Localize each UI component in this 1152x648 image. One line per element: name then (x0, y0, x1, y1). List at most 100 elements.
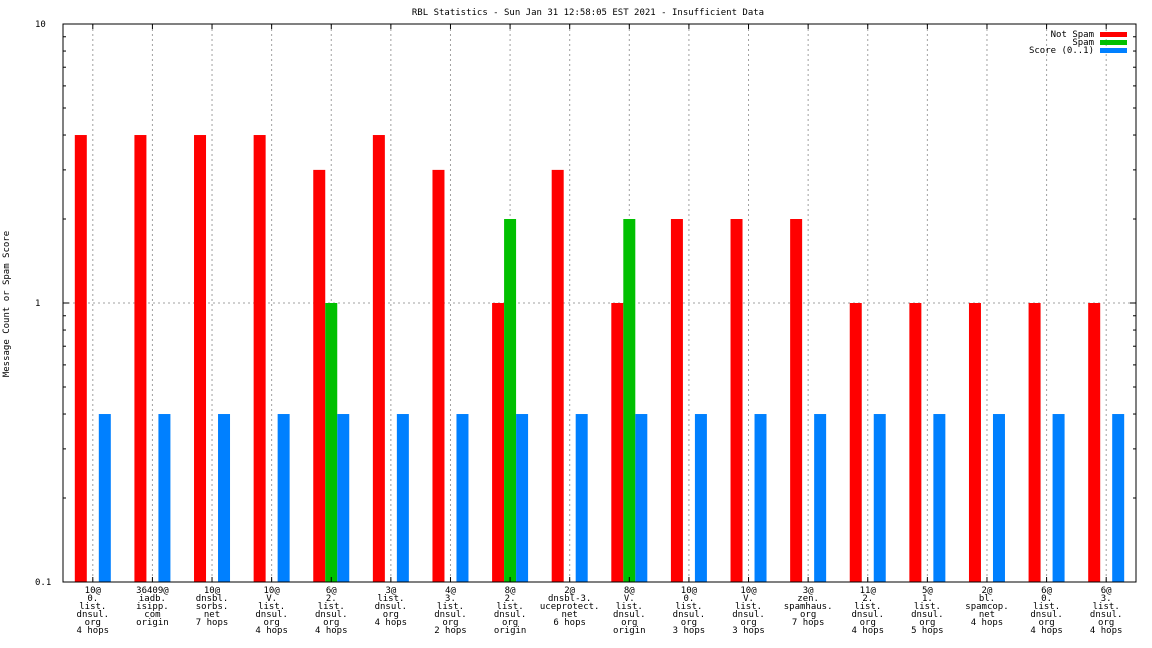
chart-title: RBL Statistics - Sun Jan 31 12:58:05 EST… (412, 8, 764, 18)
x-tick-label-line: 3 hops (673, 626, 706, 636)
x-tick-label-line: 4@ (445, 586, 456, 596)
x-tick-label-line: spamcop. (965, 602, 1008, 612)
x-tick-label-line: 4 hops (1090, 626, 1123, 636)
y-axis-label: Message Count or Spam Score (2, 231, 12, 377)
x-tick-label-line: 6@ (326, 586, 337, 596)
x-tick-label-line: 2. (862, 594, 873, 604)
x-tick-label-line: org (383, 610, 399, 620)
bar-score-0-1-2 (218, 414, 231, 582)
x-tick-label-line: 3 hops (732, 626, 765, 636)
x-tick-label-line: zen. (797, 594, 819, 604)
bar-score-0-1-16 (1052, 414, 1065, 582)
y-tick-label: 1 (35, 299, 40, 309)
x-tick-label-line: org (442, 618, 458, 628)
bar-not-spam-3 (253, 135, 266, 582)
legend-swatch (1100, 48, 1127, 53)
x-tick-label-line: dnsbl-3. (548, 594, 591, 604)
bar-score-0-1-9 (635, 414, 648, 582)
legend-swatch (1100, 40, 1127, 45)
bar-not-spam-0 (74, 135, 87, 582)
x-tick-label-line: list. (914, 602, 941, 612)
x-tick-label-line: 6 hops (553, 618, 586, 628)
x-tick-label-line: list. (1033, 602, 1060, 612)
x-tick-label-line: 4 hops (971, 618, 1004, 628)
bar-not-spam-7 (492, 303, 505, 582)
x-tick-label-line: dnsul. (613, 610, 646, 620)
x-tick-label-line: list. (79, 602, 106, 612)
x-tick-label-line: sorbs. (196, 602, 229, 612)
bar-score-0-1-14 (933, 414, 946, 582)
x-tick-label-line: dnsul. (851, 610, 884, 620)
x-tick-label-line: dnsul. (255, 610, 288, 620)
x-tick-label-line: org (85, 618, 101, 628)
x-tick-label-line: list. (437, 602, 464, 612)
x-tick-label-line: dnsul. (732, 610, 765, 620)
bar-spam-9 (623, 219, 636, 582)
x-tick-label-line: list. (1093, 602, 1120, 612)
x-tick-label-line: net (562, 610, 578, 620)
x-tick-label-line: origin (136, 618, 169, 628)
x-tick-label-line: 2@ (982, 586, 993, 596)
x-tick-label-line: org (323, 618, 339, 628)
x-tick-label-line: 5 hops (911, 626, 944, 636)
x-tick-label-line: 4 hops (1030, 626, 1063, 636)
x-tick-label-line: 10@ (740, 586, 757, 596)
x-tick-label-line: dnsul. (494, 610, 527, 620)
x-tick-label-line: org (681, 618, 697, 628)
x-tick-label-line: org (621, 618, 637, 628)
x-tick-label-line: dnsul. (673, 610, 706, 620)
legend-label: Score (0..1) (1029, 46, 1094, 56)
bar-not-spam-4 (313, 169, 326, 582)
x-tick-label-line: 10@ (264, 586, 281, 596)
x-tick-label-line: 10@ (681, 586, 698, 596)
x-tick-label-line: list. (377, 594, 404, 604)
x-tick-label-line: 0. (683, 594, 694, 604)
x-tick-label-line: list. (616, 602, 643, 612)
bar-score-0-1-5 (396, 414, 409, 582)
x-tick-label-line: list. (735, 602, 762, 612)
bar-score-0-1-12 (814, 414, 827, 582)
bars (74, 135, 1125, 582)
bar-score-0-1-8 (575, 414, 588, 582)
x-tick-label-line: V. (743, 594, 754, 604)
x-tick-label-line: list. (258, 602, 285, 612)
x-tick-label-line: 2. (326, 594, 337, 604)
x-tick-label-line: 4 hops (851, 626, 884, 636)
x-tick-label-line: org (502, 618, 518, 628)
x-tick-label-line: org (800, 610, 816, 620)
x-tick-label-line: 3. (445, 594, 456, 604)
x-tick-label-line: 4 hops (315, 626, 348, 636)
y-tick-label: 10 (35, 20, 46, 30)
bar-score-0-1-17 (1112, 414, 1125, 582)
x-tick-label-line: 7 hops (196, 618, 229, 628)
x-tick-label-line: 2@ (564, 586, 575, 596)
y-tick-labels: 0.1 1 10 (35, 20, 51, 588)
x-tick-label-line: dnsul. (434, 610, 467, 620)
bar-score-0-1-3 (277, 414, 290, 582)
axes (62, 23, 1137, 583)
legend-label: Spam (1072, 38, 1094, 48)
x-tick-label-line: 5@ (922, 586, 933, 596)
x-tick-label-line: org (1098, 618, 1114, 628)
x-tick-label-line: 4 hops (375, 618, 408, 628)
legend-label: Not Spam (1051, 30, 1094, 40)
x-tick-label-line: 6@ (1041, 586, 1052, 596)
x-tick-label-line: 10@ (85, 586, 102, 596)
bar-not-spam-10 (670, 219, 683, 582)
x-tick-label-line: list. (675, 602, 702, 612)
bar-score-0-1-6 (456, 414, 469, 582)
x-tick-label-line: org (740, 618, 756, 628)
x-tick-label-line: 8@ (505, 586, 516, 596)
